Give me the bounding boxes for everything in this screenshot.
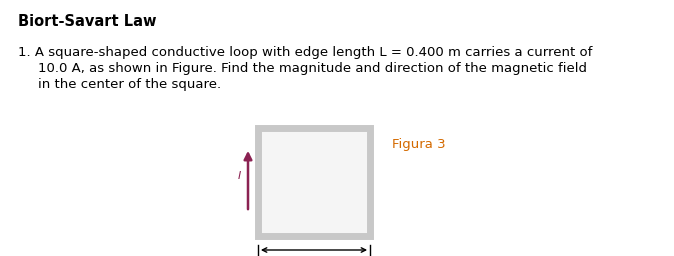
Text: 10.0 A, as shown in Figure. Find the magnitude and direction of the magnetic fie: 10.0 A, as shown in Figure. Find the mag…: [38, 62, 587, 75]
Bar: [258, 128, 370, 236]
Text: in the center of the square.: in the center of the square.: [38, 78, 221, 91]
Text: $I$: $I$: [237, 169, 242, 181]
Text: Biort-Savart Law: Biort-Savart Law: [18, 14, 156, 29]
Text: Figura 3: Figura 3: [392, 138, 446, 151]
Text: 1. A square-shaped conductive loop with edge length L = 0.400 m carries a curren: 1. A square-shaped conductive loop with …: [18, 46, 592, 59]
